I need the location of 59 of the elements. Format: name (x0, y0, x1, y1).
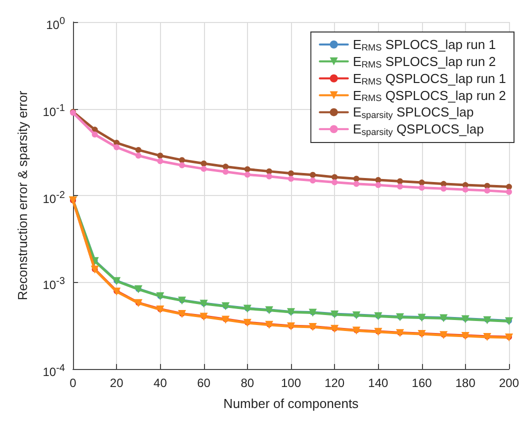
y-tick-label: 10$^{-3}$ (42, 275, 65, 294)
point (135, 146, 142, 153)
point (462, 186, 468, 193)
x-tick-label: 80 (240, 376, 254, 390)
point (353, 180, 360, 187)
point (440, 186, 447, 192)
point (484, 188, 490, 194)
y-tick-label: 10$^{-4}$ (42, 362, 65, 380)
point (332, 179, 338, 186)
point (200, 166, 207, 172)
point (266, 173, 272, 180)
point (179, 162, 185, 168)
legend-label: Esparsity SPLOCS_lap (352, 104, 474, 120)
point (222, 164, 229, 170)
point (179, 157, 185, 164)
point (418, 180, 425, 186)
y-tick-label: 10$^{-1}$ (42, 102, 65, 120)
x-tick-label: 160 (412, 376, 432, 390)
legend-label: ERMS QSPLOCS_lap run 2 (352, 88, 506, 104)
point (92, 131, 98, 138)
point (375, 182, 382, 188)
point (222, 168, 229, 175)
point (375, 176, 382, 183)
point (135, 152, 142, 159)
x-tick-label: 40 (154, 376, 168, 390)
legend-label: Esparsity QSPLOCS_lap (352, 122, 484, 138)
legend-label: ERMS QSPLOCS_lap run 1 (352, 70, 506, 86)
x-axis-title: Number of components (223, 396, 360, 411)
legend-label: ERMS SPLOCS_lap run 1 (352, 37, 496, 52)
point (310, 172, 316, 178)
x-tick-label: 60 (197, 376, 211, 390)
point (418, 184, 425, 191)
y-axis-title: Reconstruction error & sparsity error (15, 90, 30, 300)
point (266, 168, 272, 174)
y-tick-label: 10$^{-2}$ (42, 188, 65, 206)
point (506, 188, 512, 195)
point (397, 178, 403, 184)
x-tick-label: 200 (498, 376, 520, 390)
legend-label: ERMS SPLOCS_lap run 2 (352, 54, 496, 70)
x-tick-label: 180 (455, 376, 476, 390)
point (288, 176, 294, 182)
x-tick-label: 140 (368, 376, 389, 390)
x-tick-label: 0 (70, 376, 77, 390)
point (200, 160, 207, 166)
point (288, 170, 294, 176)
x-tick-label: 20 (110, 376, 124, 390)
point (157, 158, 164, 164)
point (353, 176, 360, 182)
y-tick-label: 10$^{0}$ (46, 15, 65, 33)
point (114, 144, 120, 150)
point (244, 172, 250, 178)
point (397, 183, 403, 190)
point (332, 174, 338, 180)
x-tick-label: 100 (280, 376, 302, 390)
point (506, 184, 512, 190)
point (157, 152, 164, 159)
x-tick-label: 120 (324, 376, 345, 390)
point (310, 177, 316, 184)
point (244, 166, 250, 172)
